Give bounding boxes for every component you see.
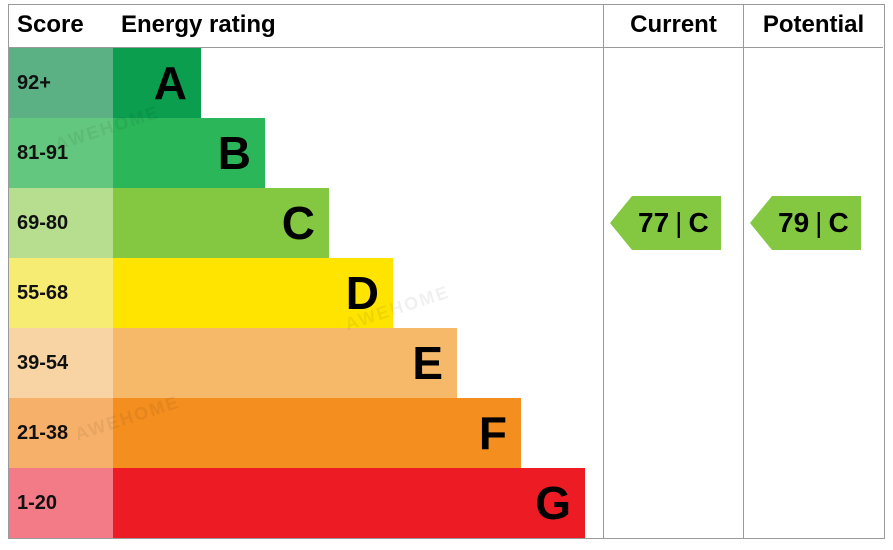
rating-row-e: E [113, 328, 603, 398]
header-potential: Potential [743, 5, 883, 48]
potential-tag-body: 79|C [772, 196, 861, 250]
rating-bar-f: F [113, 398, 521, 468]
rating-row-d: D [113, 258, 603, 328]
score-range-g: 1-20 [9, 468, 113, 538]
rating-letter-c: C [282, 200, 315, 246]
rating-row-b: B [113, 118, 603, 188]
potential-column: 79|C [743, 48, 883, 538]
rating-row-c: C [113, 188, 603, 258]
current-tag-body: 77|C [632, 196, 721, 250]
arrow-left-icon [750, 196, 772, 250]
score-range-b: 81-91 [9, 118, 113, 188]
header-score: Score [9, 5, 113, 48]
energy-rating-chart: Score Energy rating Current Potential 92… [8, 4, 885, 539]
rating-bar-g: G [113, 468, 585, 538]
rating-bars-column: AWEHOME AWEHOME AWEHOME ABCDEFG [113, 48, 603, 538]
rating-bar-c: C [113, 188, 329, 258]
rating-bar-a: A [113, 48, 201, 118]
current-letter-value: C [688, 207, 708, 239]
potential-letter-value: C [828, 207, 848, 239]
rating-bar-b: B [113, 118, 265, 188]
rating-bar-d: D [113, 258, 393, 328]
score-column: 92+81-9169-8055-6839-5421-381-20 [9, 48, 113, 538]
rating-letter-f: F [479, 410, 507, 456]
arrow-left-icon [610, 196, 632, 250]
current-score-value: 77 [638, 207, 669, 239]
score-range-d: 55-68 [9, 258, 113, 328]
score-range-e: 39-54 [9, 328, 113, 398]
rating-letter-e: E [412, 340, 443, 386]
rating-letter-d: D [346, 270, 379, 316]
header-current: Current [603, 5, 743, 48]
potential-score-value: 79 [778, 207, 809, 239]
rating-row-g: G [113, 468, 603, 538]
separator: | [815, 207, 822, 239]
potential-tag: 79|C [750, 196, 861, 250]
separator: | [675, 207, 682, 239]
score-range-f: 21-38 [9, 398, 113, 468]
rating-row-f: F [113, 398, 603, 468]
rating-letter-g: G [535, 480, 571, 526]
header-rating: Energy rating [113, 5, 603, 48]
score-range-a: 92+ [9, 48, 113, 118]
current-tag: 77|C [610, 196, 721, 250]
current-column: 77|C [603, 48, 743, 538]
rating-letter-a: A [154, 60, 187, 106]
rating-letter-b: B [218, 130, 251, 176]
rating-row-a: A [113, 48, 603, 118]
rating-bar-e: E [113, 328, 457, 398]
score-range-c: 69-80 [9, 188, 113, 258]
